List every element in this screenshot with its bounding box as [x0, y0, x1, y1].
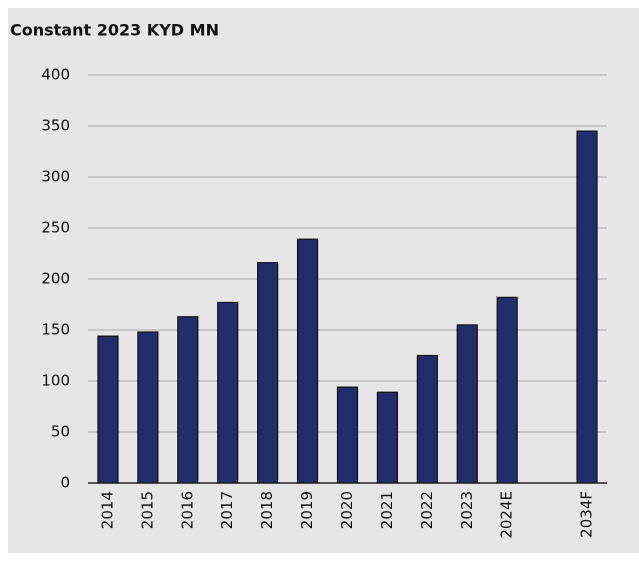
bar — [177, 316, 199, 484]
bar — [296, 238, 319, 484]
y-tick-label: 400 — [41, 66, 70, 84]
y-tick-label: 150 — [41, 321, 70, 339]
x-tick-label: 2022 — [418, 491, 436, 529]
x-tick-label: 2020 — [338, 491, 356, 529]
y-tick-label: 50 — [51, 423, 70, 441]
bar — [496, 296, 518, 484]
x-tick-label: 2017 — [218, 491, 236, 529]
bar — [576, 130, 598, 484]
bar — [217, 301, 239, 484]
y-tick-label: 300 — [41, 168, 70, 186]
bar — [137, 331, 159, 484]
bar — [376, 391, 399, 484]
bar — [257, 262, 279, 484]
x-tick-label: 2021 — [378, 491, 396, 529]
y-tick-label: 0 — [60, 474, 70, 492]
x-tick-label: 2024E — [498, 491, 516, 539]
bar — [456, 324, 478, 484]
x-tick-label: 2015 — [138, 491, 156, 529]
x-tick-label: 2034F — [578, 491, 596, 538]
bar — [336, 386, 359, 484]
chart-title: Constant 2023 KYD MN — [10, 21, 219, 40]
y-tick-label: 100 — [41, 372, 70, 390]
y-tick-label: 250 — [41, 219, 70, 237]
x-tick-label: 2016 — [178, 491, 196, 529]
bar — [416, 354, 438, 484]
x-tick-label: 2018 — [258, 491, 276, 529]
x-tick-label: 2023 — [458, 491, 476, 529]
y-tick-label: 200 — [41, 270, 70, 288]
x-tick-label: 2014 — [98, 491, 116, 529]
y-tick-label: 350 — [41, 117, 70, 135]
bar — [97, 335, 119, 484]
x-tick-label: 2019 — [298, 491, 316, 529]
